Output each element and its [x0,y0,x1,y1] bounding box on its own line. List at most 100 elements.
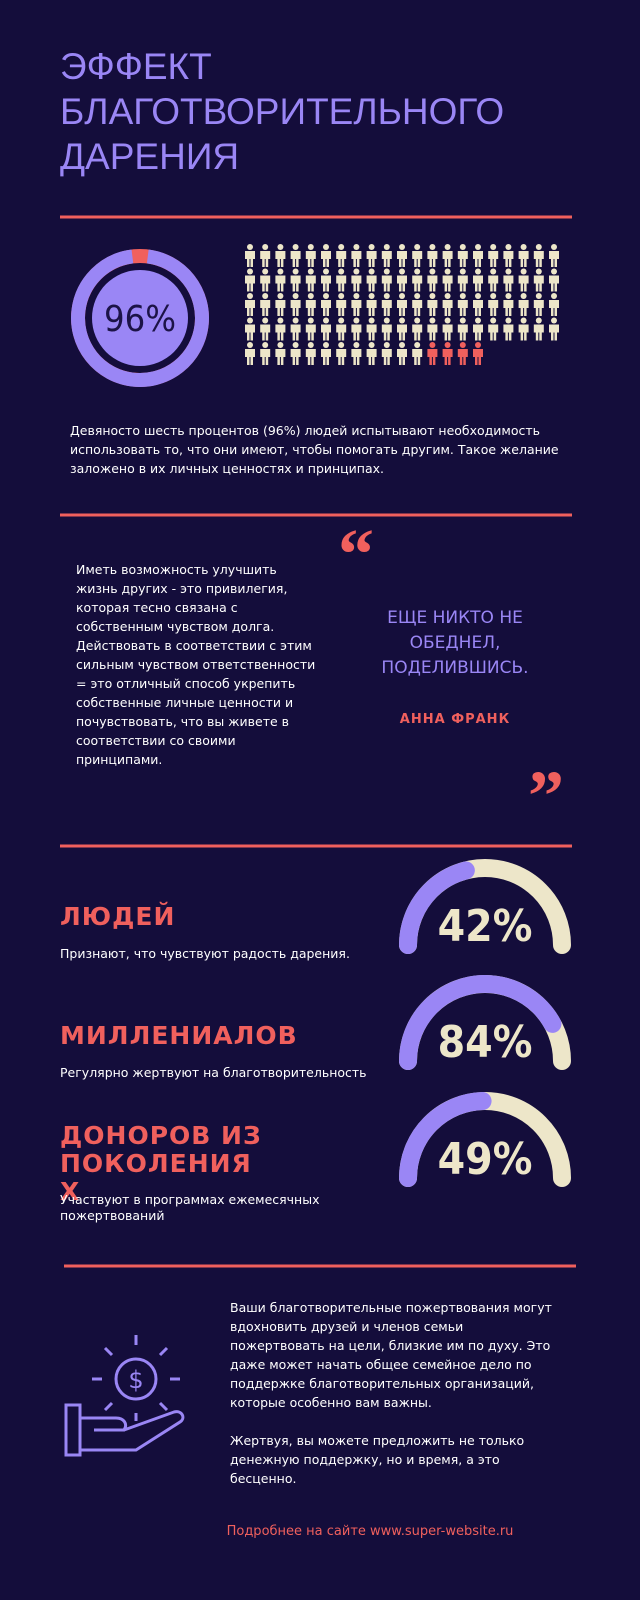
person-head [490,244,497,250]
person-body [427,349,438,365]
person-body [412,275,423,292]
person [336,293,347,316]
person-head [383,268,390,275]
person-body [503,275,514,292]
dollar-sign: $ [128,1366,143,1394]
person-body [336,349,347,365]
person-body [305,251,316,267]
person-body [427,275,438,292]
person [549,293,559,316]
person-body [442,251,453,267]
stat-text: Участвуют в программах ежемесячных пожер… [60,1192,320,1223]
person-head [247,293,253,299]
person-head [475,342,481,348]
person-body [381,275,392,292]
person-body [397,349,407,365]
person-head [307,293,314,299]
person-head [399,317,405,324]
person-head [247,342,253,348]
person-body [275,324,286,341]
person-head [520,268,527,275]
footer: Подробнее на сайте www.super-website.ru [226,1524,514,1539]
person-head [323,244,329,250]
person-head [459,317,466,324]
person-head [383,317,390,324]
person [321,268,331,292]
gauge-label: 49% [438,1134,533,1185]
quote-section-text: Иметь возможность улучшить жизнь других … [76,562,316,767]
person [442,244,453,267]
person-head [505,268,512,275]
person [381,293,392,316]
person-body [473,349,483,365]
person [473,268,483,292]
person-body [245,275,255,292]
person-head [383,293,390,299]
gauge-arc [399,861,475,954]
person-head [459,293,466,299]
person-head [338,244,345,250]
person-head [444,244,451,250]
person-head [353,317,360,324]
person [457,342,468,365]
person [260,342,271,365]
person [321,244,331,267]
person-head [490,293,497,299]
stat-text: Признают, что чувствуют радость дарения. [60,946,350,961]
person-body [260,349,271,365]
person-head [262,342,269,348]
person [397,268,407,292]
person [488,244,499,267]
person [275,317,286,341]
person [427,293,438,316]
person-head [292,317,299,324]
gauge-arc [399,975,562,1070]
person-head [399,293,405,299]
person [427,317,438,341]
ring-arc [71,249,209,387]
person-body [533,251,544,267]
person-body [321,251,331,267]
person-body [457,324,468,341]
person [473,342,483,365]
person-head [414,317,421,324]
person [305,244,316,267]
person-body [442,349,453,365]
dividers [60,215,576,1268]
person [442,268,453,292]
person [549,268,559,292]
person [275,293,286,316]
person [260,317,271,341]
person-head [262,293,269,299]
person-head [429,317,436,324]
person-body [503,300,514,316]
person-body [260,300,271,316]
person [549,244,559,267]
person-body [442,324,453,341]
person-head [414,342,421,348]
person [488,317,499,341]
person-body [518,300,529,316]
person [290,317,301,341]
person-body [427,251,438,267]
person [518,244,529,267]
person [321,342,331,365]
person-head [551,268,557,275]
person-head [520,293,527,299]
person-head [277,317,284,324]
person-head [262,317,269,324]
person-head [353,293,360,299]
person [336,317,347,341]
person-head [338,268,345,275]
person-head [323,293,329,299]
person-body [518,324,529,341]
person [503,293,514,316]
person [533,293,544,316]
person-head [429,293,436,299]
person-body [549,300,559,316]
stat-title: ЛЮДЕЙ [60,902,176,931]
person-head [292,342,299,348]
person-body [412,251,423,267]
